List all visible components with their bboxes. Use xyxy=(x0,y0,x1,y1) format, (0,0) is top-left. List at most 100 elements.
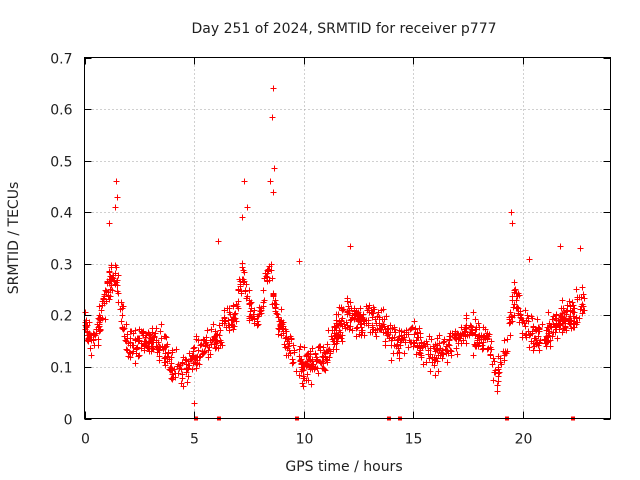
data-point xyxy=(335,311,342,318)
data-point xyxy=(194,357,201,364)
data-point xyxy=(270,292,277,299)
data-point xyxy=(482,326,489,333)
data-point xyxy=(169,376,176,383)
data-point xyxy=(270,85,277,92)
data-point xyxy=(566,315,573,322)
data-point xyxy=(556,321,563,328)
data-point xyxy=(526,332,533,339)
data-point xyxy=(557,322,564,329)
data-point xyxy=(579,310,586,317)
data-point xyxy=(470,352,477,359)
x-tick-label: 5 xyxy=(190,432,199,448)
data-point xyxy=(376,325,383,332)
data-point xyxy=(331,330,338,337)
data-point xyxy=(219,342,226,349)
data-point xyxy=(507,319,514,326)
data-point xyxy=(296,346,303,353)
data-point xyxy=(526,256,533,263)
data-point xyxy=(432,357,439,364)
data-point xyxy=(320,344,327,351)
data-point xyxy=(573,286,580,293)
data-point xyxy=(382,338,389,345)
data-point xyxy=(534,316,541,323)
data-point xyxy=(507,309,514,316)
data-point xyxy=(106,280,113,287)
data-point xyxy=(162,354,169,361)
data-point xyxy=(134,344,141,351)
y-tick-label: 0 xyxy=(64,413,73,429)
data-point xyxy=(168,354,175,361)
data-point xyxy=(265,268,272,275)
x-tick-label: 20 xyxy=(515,432,533,448)
data-point xyxy=(114,194,121,201)
data-point xyxy=(119,312,126,319)
data-point xyxy=(347,323,354,330)
data-point xyxy=(149,339,156,346)
data-point xyxy=(141,347,148,354)
data-point xyxy=(310,363,317,370)
data-point xyxy=(447,333,454,340)
data-point xyxy=(513,297,520,304)
data-point xyxy=(378,307,385,314)
data-point xyxy=(385,331,392,338)
data-point xyxy=(187,356,194,363)
data-point xyxy=(185,373,192,380)
data-point xyxy=(411,318,418,325)
data-point xyxy=(371,306,378,313)
data-point xyxy=(431,356,438,363)
data-point xyxy=(157,328,164,335)
data-point xyxy=(578,303,585,310)
data-point xyxy=(275,314,282,321)
data-point xyxy=(90,330,97,337)
data-point xyxy=(495,378,502,385)
data-point xyxy=(283,334,290,341)
data-point xyxy=(212,328,219,335)
data-point xyxy=(123,321,130,328)
data-point xyxy=(293,368,300,375)
data-point xyxy=(335,322,342,329)
data-point xyxy=(563,311,570,318)
data-point xyxy=(315,370,322,377)
data-point xyxy=(559,297,566,304)
data-point xyxy=(289,360,296,367)
data-point xyxy=(383,313,390,320)
data-point xyxy=(433,346,440,353)
data-point xyxy=(88,352,95,359)
data-point xyxy=(229,317,236,324)
data-point xyxy=(388,357,395,364)
data-point xyxy=(270,189,277,196)
data-point xyxy=(426,333,433,340)
data-point xyxy=(338,305,345,312)
data-point xyxy=(110,275,117,282)
data-point xyxy=(358,327,365,334)
data-point xyxy=(351,308,358,315)
data-point xyxy=(443,343,450,350)
data-point xyxy=(198,341,205,348)
data-point xyxy=(179,375,186,382)
data-point xyxy=(166,366,173,373)
data-point xyxy=(260,303,267,310)
data-point xyxy=(113,264,120,271)
data-point xyxy=(392,329,399,336)
data-point xyxy=(489,361,496,368)
data-point xyxy=(106,269,113,276)
data-point xyxy=(466,332,473,339)
grid xyxy=(84,57,611,419)
data-point xyxy=(301,344,308,351)
data-point xyxy=(338,318,345,325)
data-point xyxy=(299,366,306,373)
data-point xyxy=(299,380,306,387)
data-point xyxy=(156,347,163,354)
data-point xyxy=(112,270,119,277)
data-point xyxy=(189,366,196,373)
data-point xyxy=(156,357,163,364)
data-point xyxy=(106,220,113,227)
data-point xyxy=(484,336,491,343)
data-point xyxy=(255,313,262,320)
data-point xyxy=(570,309,577,316)
data-point xyxy=(242,288,249,295)
data-point xyxy=(554,335,561,342)
data-point xyxy=(239,260,246,267)
data-point xyxy=(305,362,312,369)
data-point xyxy=(254,322,261,329)
